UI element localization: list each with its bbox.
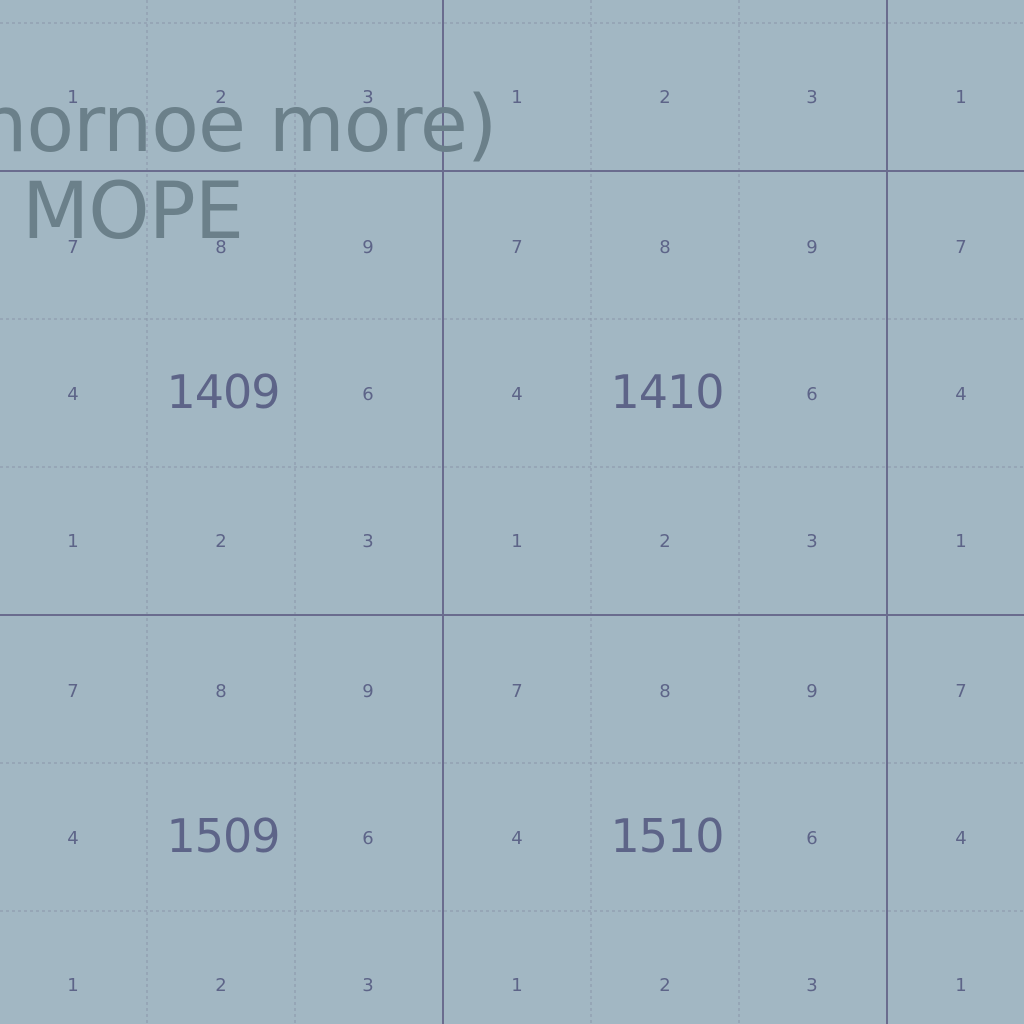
- keypad-cell-number: 2: [215, 531, 227, 552]
- keypad-cell-number: 2: [659, 531, 671, 552]
- keypad-cell-number: 1: [955, 87, 967, 108]
- square-label: 1510: [610, 809, 724, 863]
- keypad-cell-number: 1: [955, 975, 967, 996]
- keypad-cell-number: 4: [955, 384, 967, 405]
- keypad-cell-number: 3: [362, 531, 374, 552]
- keypad-cell-number: 8: [659, 237, 671, 258]
- keypad-cell-number: 3: [806, 531, 818, 552]
- keypad-cell-number: 7: [67, 237, 79, 258]
- keypad-cell-number: 6: [806, 828, 818, 849]
- keypad-cell-number: 7: [955, 681, 967, 702]
- keypad-cell-number: 7: [511, 237, 523, 258]
- keypad-cell-number: 2: [659, 975, 671, 996]
- keypad-cell-number: 1: [67, 531, 79, 552]
- keypad-cell-number: 4: [67, 384, 79, 405]
- square-label: 1410: [610, 365, 724, 419]
- keypad-cell-number: 1: [511, 87, 523, 108]
- keypad-cell-number: 3: [362, 975, 374, 996]
- keypad-cell-number: 1: [67, 87, 79, 108]
- keypad-cell-number: 4: [955, 828, 967, 849]
- keypad-cell-number: 2: [215, 87, 227, 108]
- keypad-cell-number: 9: [362, 681, 374, 702]
- keypad-cell-number: 8: [215, 681, 227, 702]
- keypad-cell-number: 9: [806, 237, 818, 258]
- keypad-cell-number: 1: [511, 975, 523, 996]
- keypad-cell-number: 7: [955, 237, 967, 258]
- keypad-cell-number: 6: [806, 384, 818, 405]
- keypad-cell-number: 3: [806, 87, 818, 108]
- keypad-cell-number: 1: [67, 975, 79, 996]
- keypad-cell-number: 1: [511, 531, 523, 552]
- keypad-cell-number: 7: [67, 681, 79, 702]
- keypad-cell-number: 6: [362, 828, 374, 849]
- place-label-sea-cyrillic: MOPE: [22, 167, 244, 257]
- keypad-cell-number: 4: [511, 828, 523, 849]
- keypad-cell-number: 3: [806, 975, 818, 996]
- keypad-cell-number: 6: [362, 384, 374, 405]
- keypad-cell-number: 3: [362, 87, 374, 108]
- keypad-cell-number: 8: [215, 237, 227, 258]
- place-label-sea: hornoe more): [0, 80, 497, 170]
- keypad-cell-number: 4: [511, 384, 523, 405]
- keypad-cell-number: 2: [659, 87, 671, 108]
- keypad-cell-number: 8: [659, 681, 671, 702]
- square-label: 1509: [166, 809, 280, 863]
- keypad-cell-number: 1: [955, 531, 967, 552]
- keypad-cell-number: 7: [511, 681, 523, 702]
- keypad-cell-number: 9: [362, 237, 374, 258]
- keypad-cell-number: 9: [806, 681, 818, 702]
- square-label: 1409: [166, 365, 280, 419]
- keypad-cell-number: 4: [67, 828, 79, 849]
- keypad-cell-number: 2: [215, 975, 227, 996]
